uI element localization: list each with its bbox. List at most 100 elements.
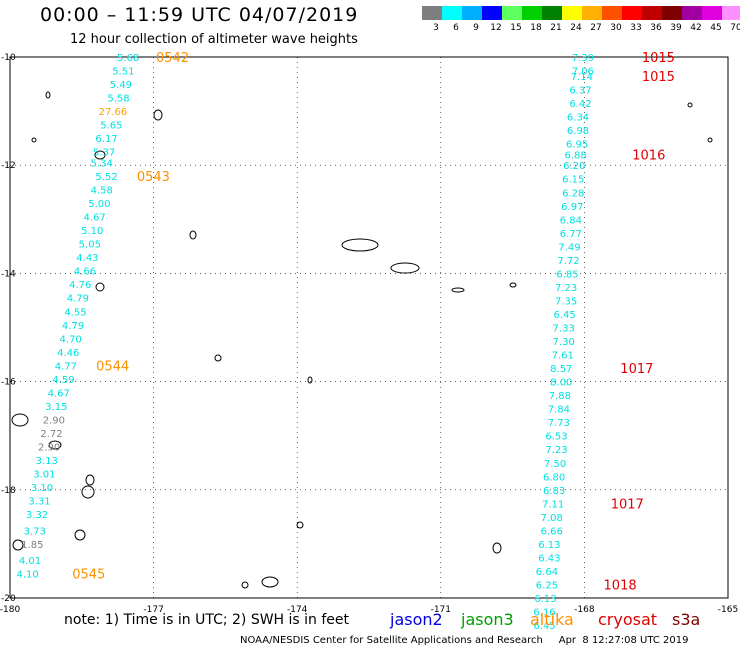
wave-height-value: 7.23	[545, 445, 567, 456]
wave-height-value: 7.06	[572, 67, 594, 78]
y-tick-label: -14	[1, 269, 16, 279]
wave-height-value: 6.42	[569, 99, 591, 110]
x-tick-label: -174	[287, 605, 308, 615]
wave-height-value: 6.45	[554, 310, 576, 321]
wave-height-value: 3.13	[36, 456, 58, 467]
pass-time-label: 1016	[632, 148, 665, 163]
wave-height-value: 5.37	[93, 148, 115, 159]
legend-swatch	[682, 6, 702, 20]
legend-tick-label: 42	[690, 23, 702, 33]
wave-height-value: 5.58	[107, 94, 129, 105]
satellite-altika: altika	[530, 610, 574, 629]
legend-tick-label: 15	[510, 23, 522, 33]
wave-height-value: 6.98	[567, 126, 589, 137]
wave-height-value: 5.65	[100, 121, 122, 132]
x-tick-label: -177	[143, 605, 163, 615]
island-outline	[95, 282, 105, 292]
pass-time-label: 1018	[604, 578, 637, 593]
legend-swatch	[482, 6, 502, 20]
wave-height-value: 4.66	[74, 267, 96, 278]
wave-height-value: 7.61	[552, 351, 574, 362]
wave-height-value: 4.46	[57, 348, 79, 359]
legend-tick-label: 3	[433, 23, 439, 33]
wave-height-value: 6.95	[566, 140, 588, 151]
wave-height-value: 6.77	[560, 229, 582, 240]
wave-height-value: 6.97	[561, 202, 583, 213]
pass-time-label: 0544	[96, 359, 129, 374]
wave-height-value: 4.59	[52, 375, 74, 386]
wave-height-value: 6.37	[569, 85, 591, 96]
wave-height-value: 6.80	[543, 472, 565, 483]
wave-height-value: 4.77	[55, 361, 77, 372]
wave-height-value: 6.16	[533, 608, 555, 619]
wave-height-value: 4.43	[76, 253, 98, 264]
wave-height-value: 5.05	[79, 240, 101, 251]
wave-height-value: 2.72	[40, 429, 62, 440]
wave-height-value: 5.52	[95, 172, 117, 183]
footer-note: note: 1) Time is in UTC; 2) SWH is in fe…	[64, 612, 350, 628]
wave-height-value: 6.85	[556, 269, 578, 280]
island-outline	[85, 474, 95, 486]
wave-height-value: 7.14	[571, 72, 593, 83]
y-tick-label: -12	[1, 161, 16, 171]
legend-swatch	[582, 6, 602, 20]
wave-height-value: 6.88	[565, 150, 587, 161]
wave-height-value: 4.67	[48, 388, 70, 399]
wave-height-value: 7.35	[555, 296, 577, 307]
legend-tick-label: 18	[530, 23, 542, 33]
legend-swatch	[502, 6, 522, 20]
wave-height-value: 6.45	[533, 621, 555, 632]
island-outline	[687, 102, 693, 108]
wave-height-value: 5.51	[112, 67, 134, 78]
wave-height-value: 6.53	[545, 432, 567, 443]
wave-height-value: 5.10	[81, 226, 103, 237]
legend-swatch	[522, 6, 542, 20]
wave-height-value: 4.79	[62, 321, 84, 332]
wave-height-value: 6.20	[563, 161, 585, 172]
wave-height-value: 4.70	[60, 334, 82, 345]
y-tick-label: -18	[1, 486, 16, 496]
legend-tick-label: 70	[730, 23, 740, 33]
island-outline	[707, 137, 713, 143]
wave-height-value: 5.49	[110, 80, 132, 91]
wave-height-value: 3.15	[45, 402, 67, 413]
x-tick-label: -171	[431, 605, 451, 615]
island-outline	[48, 440, 62, 450]
wave-height-value: 6.64	[536, 567, 558, 578]
x-tick-label: -168	[574, 605, 595, 615]
y-tick-label: -10	[1, 53, 16, 63]
legend-tick-label: 33	[630, 23, 642, 33]
y-tick-label: -16	[1, 378, 16, 388]
island-outline	[241, 581, 249, 589]
legend-tick-label: 21	[550, 23, 562, 33]
wave-height-value: 6.17	[95, 134, 117, 145]
wave-height-value: 6.13	[534, 594, 556, 605]
wave-height-value: 5.00	[88, 199, 110, 210]
legend-swatch	[702, 6, 722, 20]
island-outline	[307, 376, 313, 384]
wave-height-value: 27.66	[99, 107, 128, 118]
wave-height-value: 7.88	[549, 391, 571, 402]
wave-height-value: 5.68	[117, 53, 139, 64]
island-outline	[390, 262, 420, 274]
wave-height-value: 7.72	[557, 256, 579, 267]
satellite-jason3: jason3	[461, 610, 514, 629]
pass-time-label: 0542	[156, 51, 189, 66]
legend-swatch	[422, 6, 442, 20]
wave-height-value: 3.31	[28, 497, 50, 508]
wave-height-value: 4.10	[16, 570, 38, 581]
wave-height-value: 6.84	[560, 215, 582, 226]
legend-swatch	[642, 6, 662, 20]
legend-swatch	[602, 6, 622, 20]
legend-tick-label: 9	[473, 23, 479, 33]
y-tick-label: -20	[1, 594, 16, 604]
legend-swatch	[562, 6, 582, 20]
satellite-cryosat: cryosat	[598, 610, 658, 629]
island-outline	[214, 354, 222, 362]
wave-height-value: 4.58	[91, 186, 113, 197]
chart-title: 00:00 – 11:59 UTC 04/07/2019	[40, 4, 359, 26]
legend-tick-label: 30	[610, 23, 622, 33]
wave-height-value: 7.30	[553, 337, 575, 348]
wave-height-value: 7.33	[553, 324, 575, 335]
